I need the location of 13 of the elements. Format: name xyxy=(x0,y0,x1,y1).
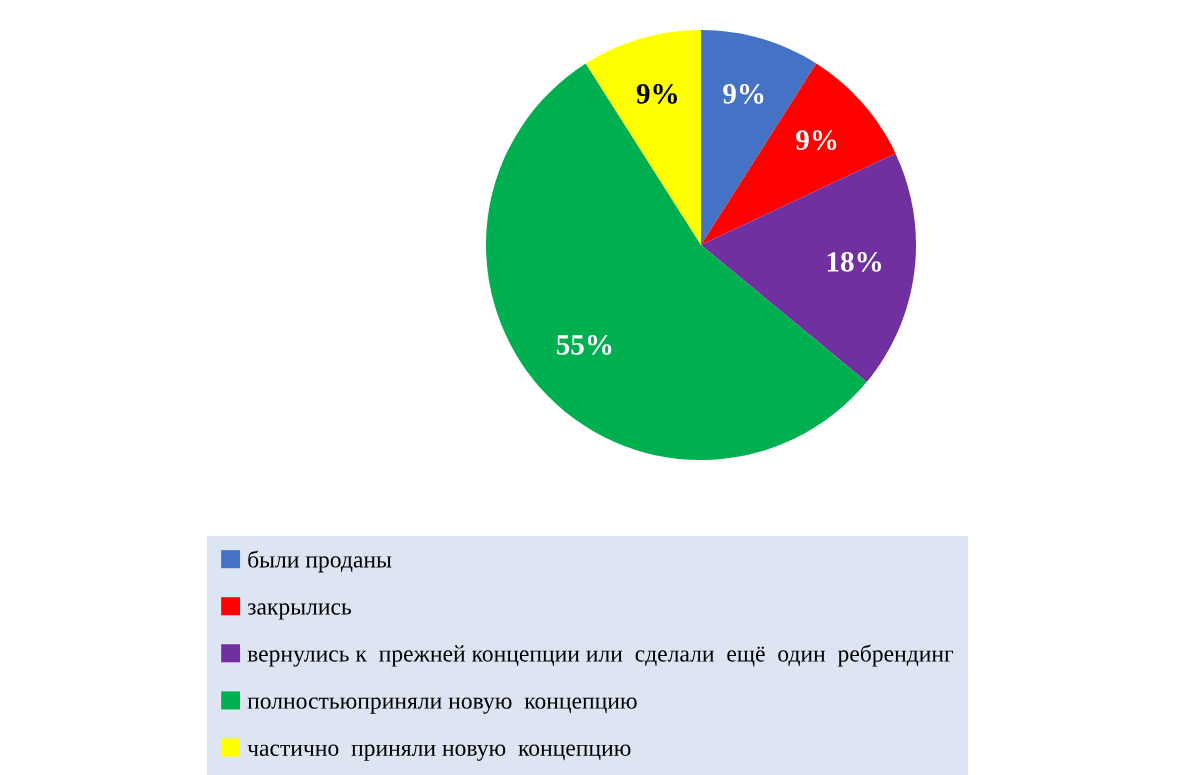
legend-label: полностьюприняли новую концепцию xyxy=(247,697,637,714)
pie-slice xyxy=(701,63,896,245)
legend-label: частично приняли новую концепцию xyxy=(247,744,631,761)
legend-label: были проданы xyxy=(248,550,392,573)
data-label: 9% xyxy=(636,83,677,104)
data-label: 9% xyxy=(796,130,837,151)
pie-slice xyxy=(701,153,916,383)
legend-label: закрылись xyxy=(247,603,352,620)
data-label: 55% xyxy=(556,334,612,355)
data-label: 9% xyxy=(723,83,764,104)
pie-slice xyxy=(585,30,701,245)
data-label: 18% xyxy=(827,252,882,272)
legend-label: вернулись к прежней концепции или сделали ещё один ребрендинг xyxy=(247,644,954,667)
